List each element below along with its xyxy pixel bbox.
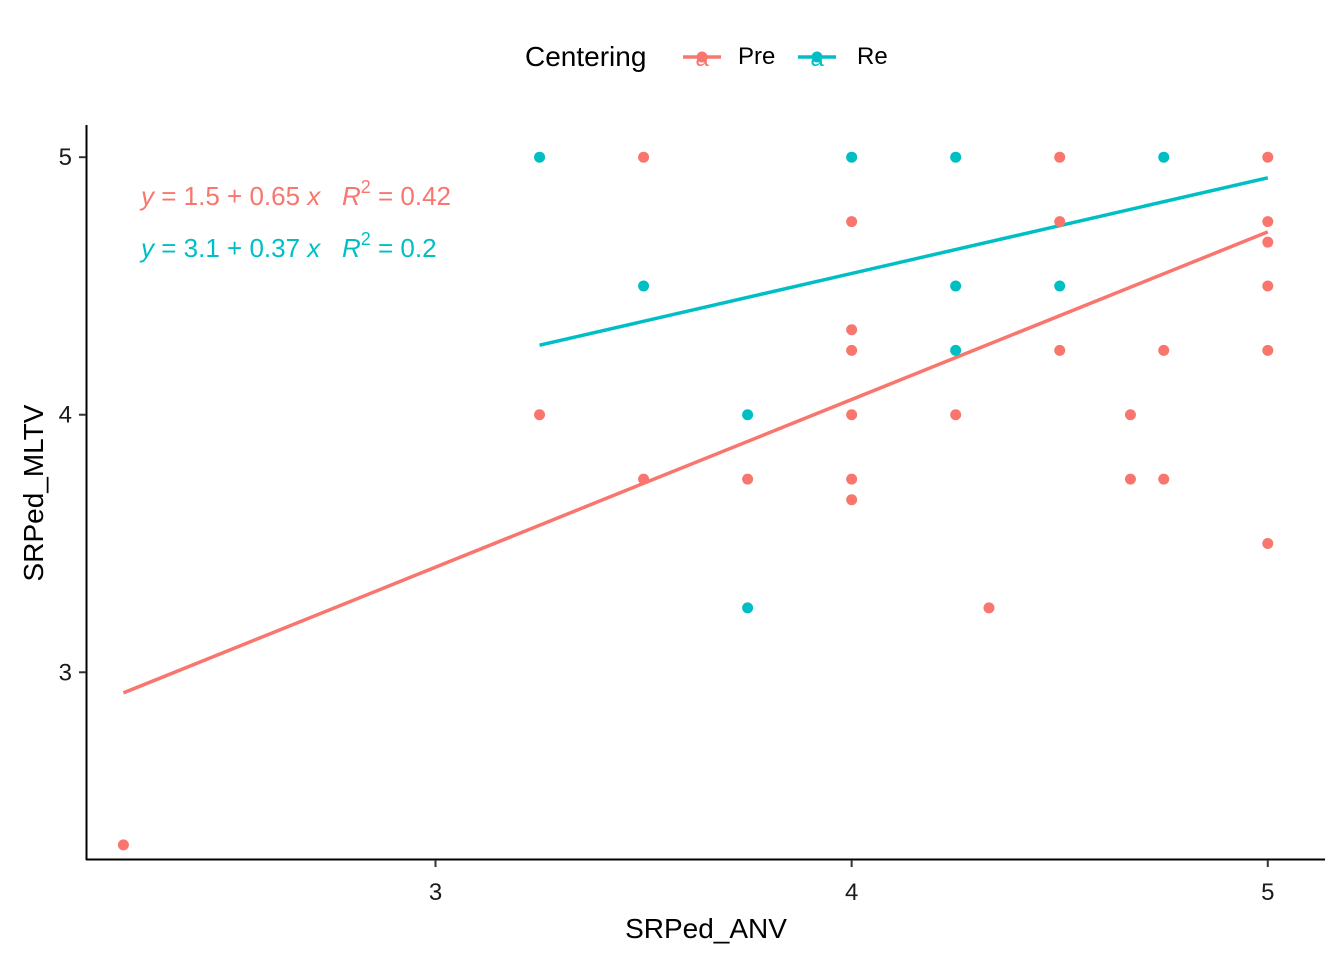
point-pre <box>1262 151 1274 163</box>
eq-re-xvar: x <box>305 233 321 263</box>
point-pre <box>846 344 858 356</box>
equation-labels: y = 1.5 + 0.65 x R2 = 0.42 y = 3.1 + 0.3… <box>139 177 451 263</box>
eq-pre-slope: 0.65 <box>249 181 300 211</box>
fit-lines <box>122 176 1269 695</box>
point-pre <box>1054 151 1066 163</box>
fit-line-re <box>539 176 1269 347</box>
point-pre <box>1262 538 1274 550</box>
y-tick-label: 5 <box>59 144 72 171</box>
eq-re-space <box>300 233 307 263</box>
y-tick-label: 4 <box>59 402 72 429</box>
eq-pre-r2equals: = <box>371 181 401 211</box>
eq-re-gap <box>320 233 342 263</box>
legend-label-pre: Pre <box>738 43 775 70</box>
eq-re-equals: = <box>154 233 184 263</box>
point-re <box>534 151 546 163</box>
point-pre <box>846 473 858 485</box>
fit-line-pre <box>122 230 1269 695</box>
eq-pre-xvar: x <box>305 181 321 211</box>
x-axis-ticks: 3 4 5 <box>429 860 1274 906</box>
eq-pre-plus: + <box>220 181 250 211</box>
eq-re-r2var: R <box>342 233 361 263</box>
point-pre <box>846 324 858 336</box>
point-pre <box>1124 473 1136 485</box>
point-pre <box>638 151 650 163</box>
legend-point-pre <box>696 51 708 63</box>
eq-pre-yvar: y <box>139 181 156 211</box>
legend-label-re: Re <box>857 43 888 70</box>
x-tick-label: 5 <box>1261 879 1274 906</box>
point-re <box>638 280 650 292</box>
legend-title: Centering <box>525 41 646 72</box>
equation-re: y = 3.1 + 0.37 x R2 = 0.2 <box>139 229 437 263</box>
point-pre <box>1054 216 1066 228</box>
x-axis: 3 4 5 SRPed_ANV <box>86 858 1325 944</box>
eq-pre-equals: = <box>154 181 184 211</box>
point-re <box>1158 151 1170 163</box>
point-pre <box>1158 344 1170 356</box>
point-pre <box>846 216 858 228</box>
point-pre <box>846 494 858 506</box>
x-tick-label: 3 <box>429 879 442 906</box>
point-pre <box>1158 473 1170 485</box>
eq-re-intercept: 3.1 <box>184 233 220 263</box>
point-re <box>1054 280 1066 292</box>
eq-re-plus: + <box>220 233 250 263</box>
point-pre <box>638 473 650 485</box>
legend-glyph-re: a <box>810 45 824 72</box>
eq-pre-r2exp: 2 <box>361 177 371 197</box>
point-pre <box>1262 216 1274 228</box>
eq-re-r2equals: = <box>371 233 401 263</box>
eq-pre-r2var: R <box>342 181 361 211</box>
legend: Centering a Pre a Re <box>525 41 888 72</box>
point-pre <box>1124 409 1136 421</box>
point-pre <box>1262 280 1274 292</box>
point-pre <box>534 409 546 421</box>
point-pre <box>846 409 858 421</box>
point-pre <box>1054 344 1066 356</box>
y-axis-ticks: 3 4 5 <box>59 144 86 686</box>
point-pre <box>983 602 995 614</box>
point-pre <box>950 409 962 421</box>
eq-re-yvar: y <box>139 233 156 263</box>
point-pre <box>1262 236 1274 248</box>
equation-pre: y = 1.5 + 0.65 x R2 = 0.42 <box>139 177 451 211</box>
y-axis: 3 4 5 SRPed_MLTV <box>18 125 88 860</box>
x-axis-title: SRPed_ANV <box>625 913 787 944</box>
eq-pre-gap <box>320 181 342 211</box>
point-pre <box>117 839 129 851</box>
point-re <box>742 409 754 421</box>
legend-key-pre: a <box>683 45 721 72</box>
eq-re-r2: 0.2 <box>400 233 436 263</box>
point-re <box>950 344 962 356</box>
point-pre <box>1262 344 1274 356</box>
data-points <box>117 151 1274 851</box>
eq-pre-space <box>300 181 307 211</box>
point-re <box>950 151 962 163</box>
point-pre <box>742 473 754 485</box>
legend-glyph-pre: a <box>695 45 709 72</box>
eq-pre-r2: 0.42 <box>400 181 451 211</box>
x-tick-label: 4 <box>845 879 858 906</box>
legend-key-re: a <box>798 45 836 72</box>
eq-pre-intercept: 1.5 <box>184 181 220 211</box>
point-re <box>950 280 962 292</box>
point-re <box>846 151 858 163</box>
point-re <box>742 602 754 614</box>
eq-re-slope: 0.37 <box>249 233 300 263</box>
legend-point-re <box>811 51 823 63</box>
y-tick-label: 3 <box>59 659 72 686</box>
eq-re-r2exp: 2 <box>361 229 371 249</box>
y-axis-title: SRPed_MLTV <box>18 404 49 581</box>
